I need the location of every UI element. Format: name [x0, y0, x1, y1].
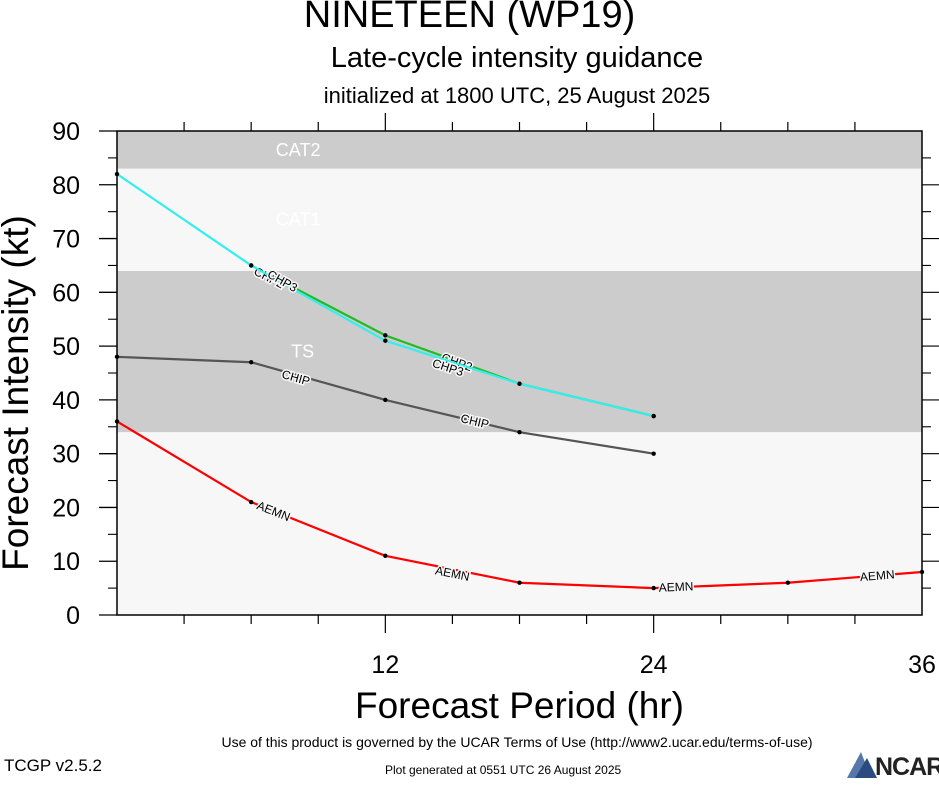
- axis-ticks: 0 10 20 30 40 50 60 70 80 90 12 24 36: [52, 113, 939, 679]
- y-tick-label: 50: [52, 333, 80, 361]
- ncar-logo-icon: [847, 752, 877, 778]
- data-point: [517, 381, 522, 386]
- y-axis-label: Forecast Intensity (kt): [0, 215, 36, 571]
- chart-title: NINETEEN (WP19): [303, 0, 636, 36]
- series-label: AEMN: [658, 579, 693, 594]
- generated-time: Plot generated at 0551 UTC 26 August 202…: [385, 763, 622, 777]
- ncar-logo-text: NCAR: [875, 753, 939, 781]
- band-label: TS: [291, 341, 314, 361]
- terms-of-use: Use of this product is governed by the U…: [221, 734, 813, 750]
- x-tick-label: 12: [371, 651, 399, 679]
- y-tick-label: 20: [52, 494, 80, 522]
- y-tick-label: 60: [52, 279, 80, 307]
- data-point: [651, 585, 656, 591]
- y-tick-label: 70: [52, 226, 80, 254]
- intensity-band: [117, 131, 922, 169]
- band-label: CAT2: [276, 140, 321, 160]
- init-time: initialized at 1800 UTC, 25 August 2025: [323, 83, 711, 108]
- ncar-logo: NCAR: [845, 750, 939, 781]
- data-point: [248, 499, 254, 505]
- y-tick-label: 80: [52, 172, 80, 200]
- y-tick-label: 10: [52, 548, 80, 576]
- x-axis-label: Forecast Period (hr): [355, 685, 684, 726]
- y-tick-label: 30: [52, 441, 80, 469]
- data-point: [383, 333, 388, 338]
- y-tick-label: 90: [52, 118, 80, 146]
- data-point: [651, 413, 656, 419]
- data-point: [517, 429, 522, 435]
- data-point: [785, 580, 791, 585]
- y-tick-label: 40: [52, 387, 80, 415]
- data-point: [383, 397, 388, 403]
- data-point: [248, 360, 254, 365]
- version-label: TCGP v2.5.2: [4, 756, 102, 775]
- series-label: AEMN: [859, 567, 895, 584]
- data-point: [248, 263, 254, 268]
- intensity-bands: [117, 131, 922, 615]
- band-label: CAT1: [276, 210, 321, 230]
- data-point: [383, 338, 388, 343]
- data-point: [517, 580, 522, 585]
- band-labels: TS CAT1 CAT2: [276, 140, 321, 362]
- intensity-band: [117, 168, 922, 271]
- intensity-band: [117, 270, 922, 433]
- x-tick-label: 36: [908, 651, 936, 679]
- chart-subtitle: Late-cycle intensity guidance: [330, 42, 704, 74]
- y-tick-label: 0: [66, 602, 80, 630]
- data-point: [383, 553, 388, 559]
- intensity-band: [117, 432, 922, 615]
- data-point: [651, 451, 656, 456]
- x-tick-label: 24: [640, 651, 668, 679]
